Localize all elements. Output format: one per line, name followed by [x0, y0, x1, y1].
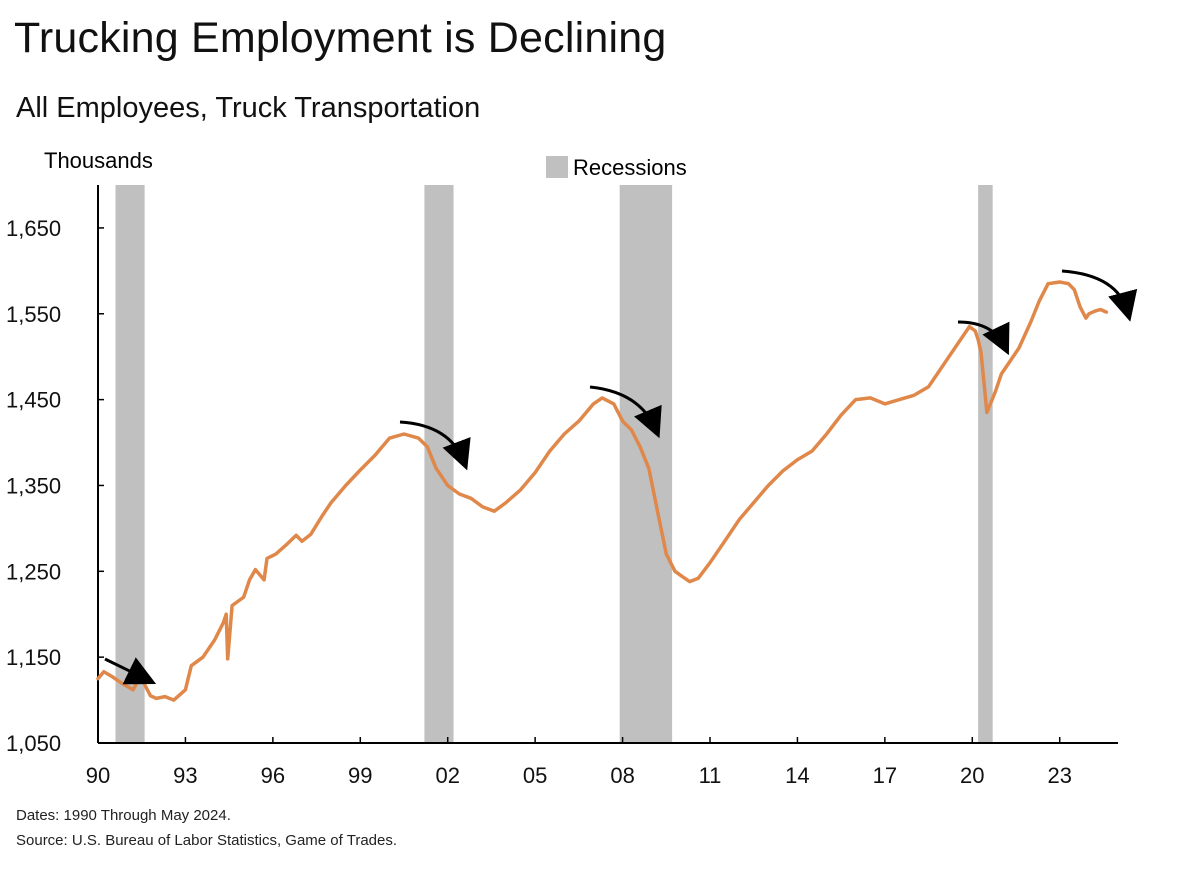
y-tick-label: 1,650 — [6, 216, 61, 241]
x-tick-label: 11 — [699, 763, 722, 788]
y-tick-label: 1,050 — [6, 731, 61, 756]
x-tick-label: 96 — [261, 763, 285, 788]
recession-band — [424, 185, 454, 743]
x-tick-label: 20 — [960, 763, 984, 788]
annotation-arrow — [399, 420, 471, 471]
series-line — [96, 280, 1109, 702]
x-tick-label: 02 — [435, 763, 459, 788]
annotation-arrow — [104, 657, 157, 685]
x-tick-label: 93 — [173, 763, 197, 788]
x-tick-label: 08 — [610, 763, 634, 788]
x-tick-label: 05 — [523, 763, 547, 788]
legend-swatch-recessions — [546, 156, 568, 178]
x-tick-label: 23 — [1047, 763, 1071, 788]
x-tick-label: 99 — [348, 763, 372, 788]
recession-band — [115, 185, 145, 743]
x-tick-label: 14 — [785, 763, 809, 788]
legend-label-recessions: Recessions — [573, 155, 687, 180]
chart-title: Trucking Employment is Declining — [14, 14, 667, 62]
x-tick-label: 17 — [873, 763, 897, 788]
y-tick-label: 1,450 — [6, 388, 61, 413]
axes: 1,050 1,150 1,250 1,350 1,450 1,550 1,650 90 93 9… — [6, 185, 1118, 788]
y-tick-label: 1,250 — [6, 559, 61, 584]
y-tick-label: 1,150 — [6, 645, 61, 670]
annotation-arrows — [104, 269, 1138, 685]
annotation-arrow — [1061, 269, 1138, 322]
series-layer — [96, 280, 1109, 702]
recession-band — [978, 185, 993, 743]
dates-note: Dates: 1990 Through May 2024. — [16, 807, 231, 824]
y-tick-label: 1,350 — [6, 473, 61, 498]
annotation-arrow — [957, 320, 1010, 356]
recession-bands — [115, 185, 993, 743]
source-note: Source: U.S. Bureau of Labor Statistics,… — [16, 832, 398, 849]
x-tick-label: 90 — [86, 763, 110, 788]
annotation-arrow — [589, 385, 662, 439]
y-axis-label: Thousands — [44, 148, 153, 173]
chart-subtitle: All Employees, Truck Transportation — [16, 92, 481, 124]
legend: Recessions — [546, 155, 687, 180]
y-tick-label: 1,550 — [6, 302, 61, 327]
